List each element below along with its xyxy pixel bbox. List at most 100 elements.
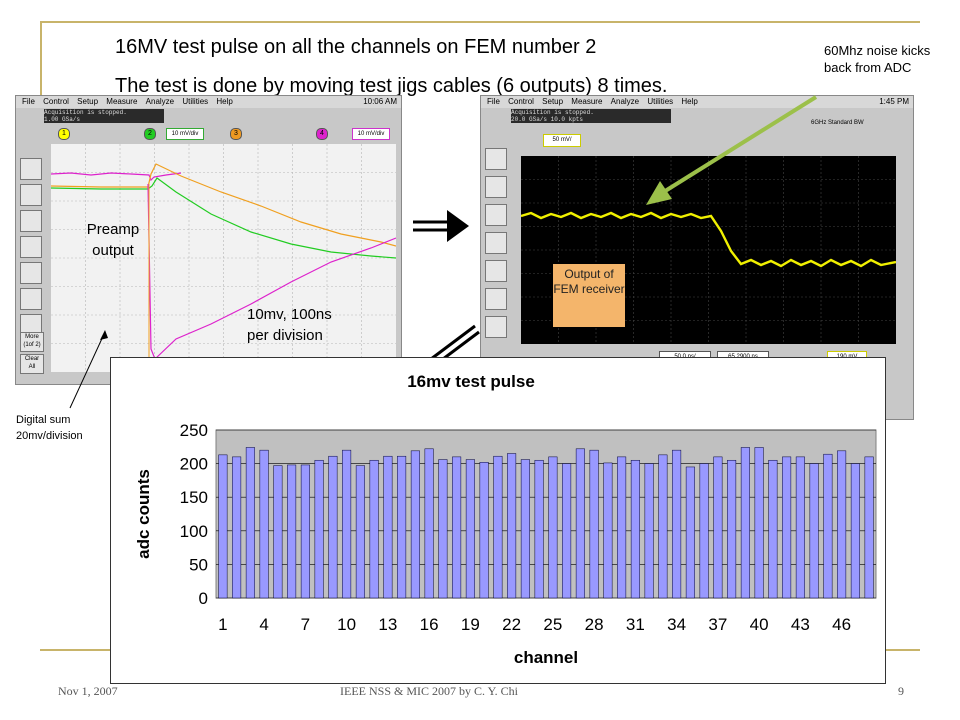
bar-channel-39 xyxy=(740,447,750,599)
bar-channel-25 xyxy=(548,456,558,599)
x-axis-label: channel xyxy=(514,648,578,667)
more-button[interactable]: More (1of 2) xyxy=(20,332,44,352)
menu-analyze[interactable]: Analyze xyxy=(610,97,640,106)
menu-measure[interactable]: Measure xyxy=(106,97,138,106)
acq-status-line1: Acquisition is stopped. xyxy=(44,109,127,116)
scope-right-status: Acquisition is stopped. 20.0 GSa/s 10.0 … xyxy=(511,109,671,123)
bar-channel-3 xyxy=(245,447,255,599)
bar-channel-33 xyxy=(658,454,668,599)
footer-date: Nov 1, 2007 xyxy=(58,684,118,698)
menu-utilities[interactable]: Utilities xyxy=(647,97,674,106)
slide-frame-top xyxy=(40,21,920,23)
trace-magenta-top xyxy=(51,172,182,182)
x-tick-label: 7 xyxy=(301,615,310,634)
bar-channel-12 xyxy=(369,459,379,599)
trace-green xyxy=(51,177,396,259)
bar-channel-23 xyxy=(520,459,530,599)
scope-right-clock: 1:45 PM xyxy=(879,97,909,106)
menu-file[interactable]: File xyxy=(22,97,35,106)
channel-scale-box[interactable]: 10 mV/div xyxy=(166,128,204,140)
scope-side-button[interactable] xyxy=(20,288,42,310)
menu-file[interactable]: File xyxy=(487,97,500,106)
fem-receiver-label: Output of FEM receiver xyxy=(553,264,625,327)
bar-channel-41 xyxy=(768,459,778,599)
menu-control[interactable]: Control xyxy=(508,97,534,106)
bar-channel-44 xyxy=(809,463,819,599)
scope-side-button[interactable] xyxy=(20,210,42,232)
scope-side-button[interactable] xyxy=(20,262,42,284)
digital-sum-arrow xyxy=(69,330,108,409)
scope-side-button[interactable] xyxy=(20,158,42,180)
scope-left-clock: 10:06 AM xyxy=(363,97,397,106)
scope-side-button[interactable] xyxy=(20,184,42,206)
menu-utilities[interactable]: Utilities xyxy=(182,97,209,106)
scope-side-button[interactable] xyxy=(485,232,507,254)
x-tick-label: 31 xyxy=(626,615,645,634)
preamp-label: Preamp output xyxy=(86,221,140,259)
scope-side-button[interactable] xyxy=(485,316,507,338)
scope-side-button[interactable] xyxy=(485,288,507,310)
scope-side-button[interactable] xyxy=(485,204,507,226)
slide-frame-left xyxy=(40,21,42,97)
channel-3-button[interactable]: 3 xyxy=(230,128,242,140)
y-tick-label: 0 xyxy=(199,589,208,608)
bar-channel-35 xyxy=(685,466,695,599)
bar-channel-27 xyxy=(575,448,585,599)
x-tick-label: 25 xyxy=(543,615,562,634)
slide-title-line1: 16MV test pulse on all the channels on F… xyxy=(115,36,597,58)
bar-channel-19 xyxy=(465,459,475,599)
plot-background xyxy=(215,429,877,599)
y-axis-label: adc counts xyxy=(134,469,153,559)
trace-orange xyxy=(51,163,396,247)
menu-setup[interactable]: Setup xyxy=(542,97,564,106)
footer-page-number: 9 xyxy=(898,684,904,698)
noise-arrow xyxy=(646,95,818,205)
channel-1-scale[interactable]: 50 mV/ xyxy=(543,134,581,147)
channel-4-button[interactable]: 4 xyxy=(316,128,328,140)
bar-channel-47 xyxy=(850,463,860,599)
scope-left-status: Acquisition is stopped. 1.00 GSa/s xyxy=(44,109,164,123)
bar-channel-48 xyxy=(864,456,874,599)
bar-channel-45 xyxy=(823,453,833,599)
bar-channel-7 xyxy=(300,464,310,599)
menu-setup[interactable]: Setup xyxy=(77,97,99,106)
x-tick-label: 46 xyxy=(832,615,851,634)
scope-side-button[interactable] xyxy=(485,148,507,170)
menu-control[interactable]: Control xyxy=(43,97,69,106)
bar-channel-16 xyxy=(424,448,434,599)
x-tick-label: 40 xyxy=(750,615,769,634)
menu-help[interactable]: Help xyxy=(216,97,233,106)
scope-left-menubar: File Control Setup Measure Analyze Utili… xyxy=(16,96,401,108)
x-tick-label: 16 xyxy=(420,615,439,634)
menu-analyze[interactable]: Analyze xyxy=(145,97,175,106)
menu-help[interactable]: Help xyxy=(681,97,698,106)
channel-scale-box-4[interactable]: 10 mV/div xyxy=(352,128,390,140)
y-axis-ticks: 0 50 100 150 200 250 xyxy=(180,421,208,608)
trace-magenta-main xyxy=(147,183,396,361)
bar-channel-2 xyxy=(232,456,242,599)
chart-title: 16mv test pulse xyxy=(407,372,535,391)
bar-channel-24 xyxy=(534,459,544,599)
scope-side-button[interactable] xyxy=(485,260,507,282)
scope-window-left: File Control Setup Measure Analyze Utili… xyxy=(15,95,402,385)
bar-channel-30 xyxy=(617,456,627,599)
bar-channel-42 xyxy=(782,456,792,599)
acq-status-line2: 20.0 GSa/s 10.0 kpts xyxy=(511,116,584,123)
channel-1-button[interactable]: 1 xyxy=(58,128,70,140)
scope-side-button[interactable] xyxy=(485,176,507,198)
division-label: 10mv, 100ns per division xyxy=(247,306,332,344)
bar-channel-10 xyxy=(342,449,352,599)
acq-status-line1: Acquisition is stopped. xyxy=(511,109,594,116)
scope-side-button[interactable] xyxy=(20,236,42,258)
y-tick-label: 50 xyxy=(189,555,208,574)
grid-lines xyxy=(216,429,876,599)
bar-channel-21 xyxy=(493,455,503,599)
channel-2-button[interactable]: 2 xyxy=(144,128,156,140)
menu-measure[interactable]: Measure xyxy=(571,97,603,106)
x-tick-label: 10 xyxy=(337,615,356,634)
bar-channel-17 xyxy=(438,459,448,599)
bar-channel-37 xyxy=(713,456,723,599)
bar-channel-13 xyxy=(383,455,393,599)
bar-channel-5 xyxy=(273,465,283,599)
clear-all-button[interactable]: Clear All xyxy=(20,354,44,374)
